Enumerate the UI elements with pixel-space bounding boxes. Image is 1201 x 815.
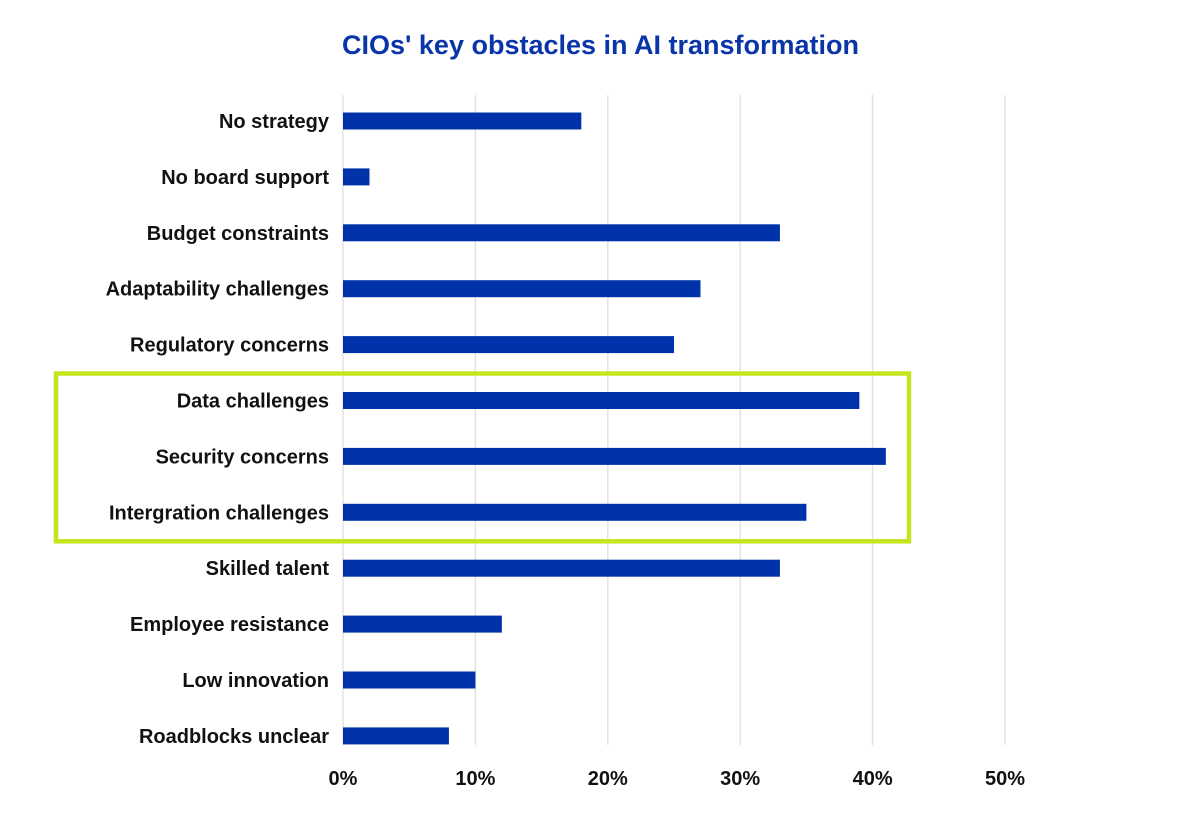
x-tick-label: 0% [329, 768, 358, 790]
category-label: Budget constraints [147, 223, 329, 245]
category-label: Adaptability challenges [106, 279, 329, 301]
bar [343, 168, 370, 186]
bar [343, 615, 502, 633]
category-label: Skilled talent [206, 558, 330, 580]
category-label: Low innovation [182, 670, 329, 692]
bar [343, 671, 476, 689]
bar [343, 224, 780, 242]
category-label: Intergration challenges [109, 502, 329, 524]
bar [343, 336, 674, 354]
category-label: Roadblocks unclear [139, 726, 329, 748]
bar [343, 112, 582, 130]
x-tick-label: 10% [455, 768, 495, 790]
category-label: Regulatory concerns [130, 335, 329, 357]
category-label: No board support [161, 167, 329, 189]
category-label: No strategy [219, 111, 330, 133]
category-label: Employee resistance [130, 614, 329, 636]
bar [343, 392, 860, 409]
bar [343, 280, 701, 298]
category-label: Data challenges [177, 391, 329, 413]
x-tick-label: 20% [588, 768, 628, 790]
bar [343, 447, 886, 465]
x-tick-label: 40% [853, 768, 893, 790]
category-label: Security concerns [156, 446, 329, 468]
bar [343, 503, 807, 521]
highlight-box [53, 371, 912, 544]
x-tick-label: 30% [720, 768, 760, 790]
bar [343, 559, 780, 577]
chart-title: CIOs' key obstacles in AI transformation [341, 30, 860, 60]
x-tick-label: 50% [985, 768, 1025, 790]
bar [343, 727, 449, 745]
